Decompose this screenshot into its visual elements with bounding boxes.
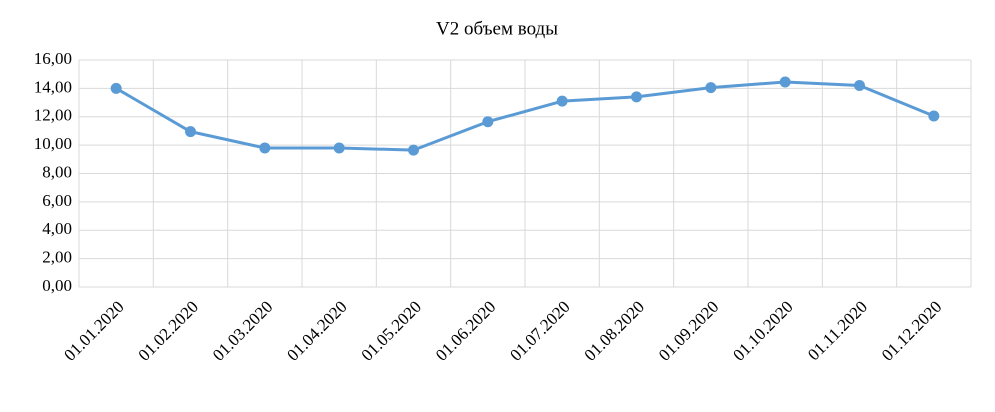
- x-tick-label: 01.10.2020: [729, 297, 797, 365]
- x-tick-label: 01.04.2020: [283, 297, 351, 365]
- data-point: [482, 116, 494, 128]
- data-point: [185, 126, 196, 138]
- data-point: [333, 142, 345, 154]
- series-line: [115, 80, 935, 152]
- y-tick-label: 8,00: [42, 162, 72, 181]
- data-point: [779, 76, 791, 88]
- x-tick-label: 01.03.2020: [209, 297, 277, 365]
- data-point: [854, 80, 865, 92]
- x-tick-label: 01.11.2020: [804, 297, 871, 364]
- y-tick-label: 14,00: [34, 77, 72, 96]
- data-point: [408, 144, 419, 156]
- x-tick-label: 01.09.2020: [655, 297, 723, 365]
- x-tick-label: 01.01.2020: [60, 297, 128, 365]
- x-tick-label: 01.07.2020: [506, 297, 574, 365]
- y-tick-label: 2,00: [42, 248, 72, 267]
- x-tick-label: 01.08.2020: [581, 297, 649, 365]
- x-tick-label: 01.05.2020: [358, 297, 426, 365]
- x-tick-label: 01.02.2020: [135, 297, 203, 365]
- data-point: [705, 82, 717, 94]
- y-tick-label: 6,00: [42, 191, 72, 210]
- y-tick-label: 0,00: [42, 276, 72, 295]
- x-tick-label: 01.12.2020: [878, 297, 946, 365]
- y-tick-label: 4,00: [42, 219, 72, 238]
- data-point: [631, 91, 642, 103]
- y-tick-label: 12,00: [34, 106, 72, 125]
- x-tick-label: 01.06.2020: [432, 297, 500, 365]
- y-tick-label: 16,00: [34, 49, 72, 68]
- y-tick-label: 10,00: [34, 134, 72, 153]
- data-point: [110, 82, 122, 94]
- data-point: [259, 142, 271, 154]
- chart-title: V2 объем воды: [436, 18, 558, 39]
- data-point: [556, 95, 568, 107]
- data-point: [928, 110, 940, 122]
